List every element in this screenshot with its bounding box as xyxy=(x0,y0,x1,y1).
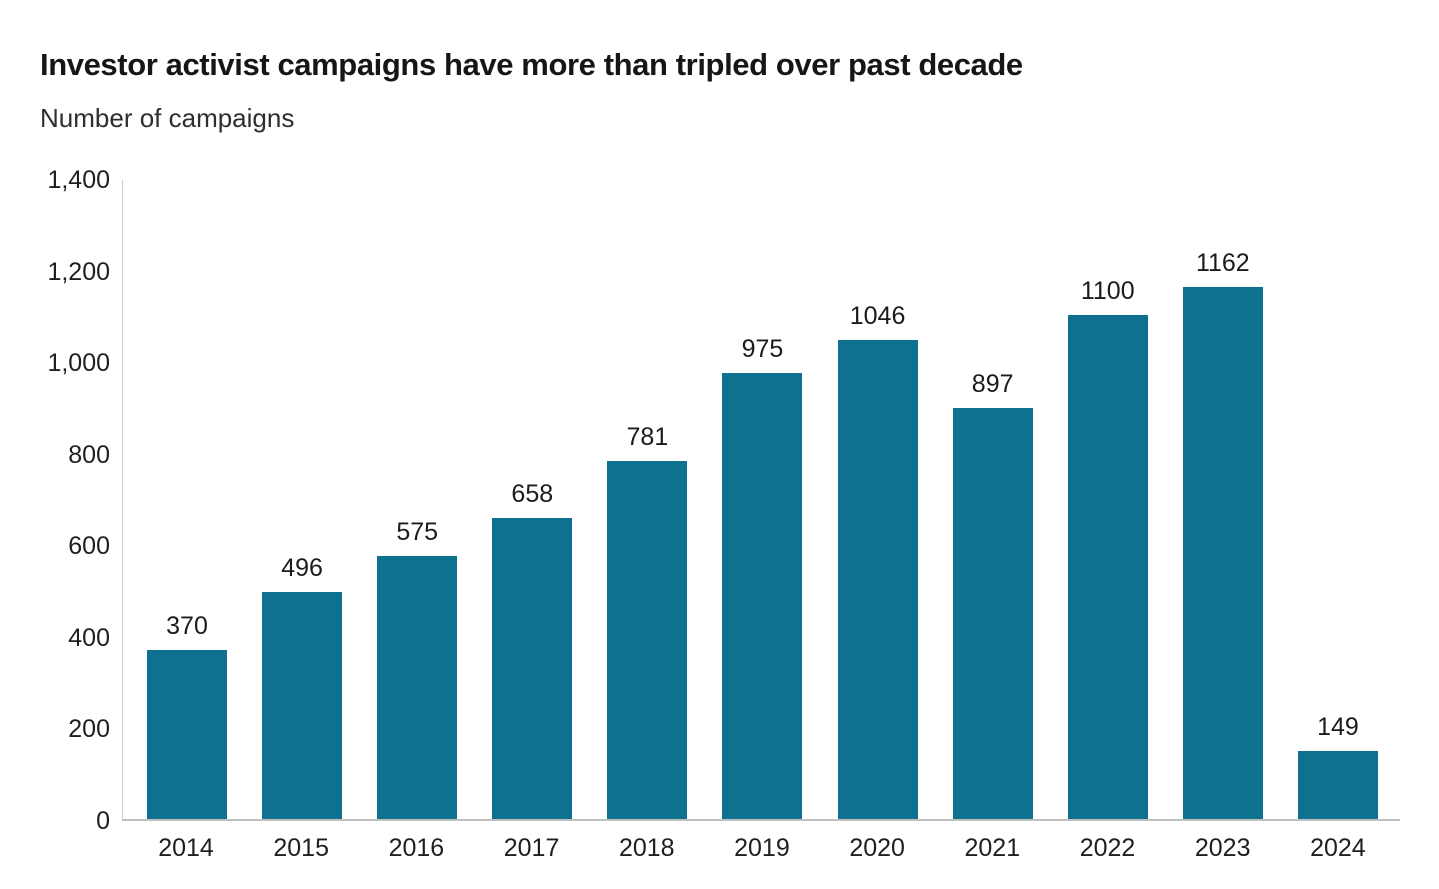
bar-value-label: 149 xyxy=(1317,712,1359,741)
bar-2017 xyxy=(492,517,573,819)
x-axis-tick-label: 2020 xyxy=(849,834,905,862)
plot-area: 370 496 575 658 781 975 1046 897 1100 1162 149 xyxy=(122,180,1400,821)
bar-2019 xyxy=(722,372,803,819)
bar-group-2014: 370 xyxy=(147,612,227,819)
y-axis-tick-label: 1,200 xyxy=(47,257,110,286)
bar-group-2022: 1100 xyxy=(1067,277,1148,819)
x-axis-tick-label: 2021 xyxy=(964,834,1021,862)
bar-value-label: 658 xyxy=(511,479,554,508)
y-axis-tick-label: 600 xyxy=(68,532,110,561)
bar-2024 xyxy=(1297,750,1378,819)
bar-value-label: 1100 xyxy=(1080,277,1135,306)
bar-group-2024: 149 xyxy=(1297,712,1378,819)
bar-group-2021: 897 xyxy=(952,370,1033,819)
bar-2022 xyxy=(1067,315,1148,819)
bar-2021 xyxy=(952,408,1033,819)
bar-value-label: 975 xyxy=(741,334,784,363)
bar-value-label: 496 xyxy=(281,553,323,582)
bar-value-label: 897 xyxy=(971,370,1014,399)
chart-title: Investor activist campaigns have more th… xyxy=(40,47,1023,82)
x-axis-tick-label: 2022 xyxy=(1079,834,1136,862)
y-axis-tick-label: 800 xyxy=(68,440,110,469)
x-axis-tick-label: 2014 xyxy=(158,834,214,862)
bar-value-label: 781 xyxy=(626,423,669,452)
bar-2014 xyxy=(147,649,227,819)
y-axis-tick-label: 200 xyxy=(68,715,110,744)
x-axis-tick-label: 2023 xyxy=(1194,834,1251,862)
bar-2016 xyxy=(377,555,458,819)
bar-group-2023: 1162 xyxy=(1182,249,1263,819)
bar-group-2018: 781 xyxy=(607,423,688,819)
x-axis-tick-label: 2019 xyxy=(734,834,790,862)
bar-group-2019: 975 xyxy=(722,334,803,819)
y-axis-tick-label: 0 xyxy=(96,807,110,835)
chart-subtitle: Number of campaigns xyxy=(40,103,295,133)
bar-group-2020: 1046 xyxy=(837,302,918,819)
x-axis-tick-label: 2017 xyxy=(503,834,560,862)
y-axis-tick-label: 1,000 xyxy=(47,349,110,378)
bar-value-label: 575 xyxy=(396,517,439,546)
bar-group-2015: 496 xyxy=(262,553,343,819)
bar-group-2017: 658 xyxy=(492,479,573,819)
x-axis: 2014 2015 2016 2017 2018 2019 2020 2021 2022 2023… xyxy=(122,834,1400,863)
x-axis-tick-label: 2024 xyxy=(1310,834,1366,862)
y-axis-tick-label: 400 xyxy=(68,623,110,652)
bar-2018 xyxy=(607,461,688,819)
x-axis-tick-label: 2015 xyxy=(273,834,329,862)
bar-2015 xyxy=(262,591,343,819)
y-axis-tick-label: 1,400 xyxy=(47,166,110,194)
bar-value-label: 1162 xyxy=(1195,249,1250,277)
bar-group-2016: 575 xyxy=(377,517,458,819)
bar-value-label: 1046 xyxy=(849,302,906,331)
bar-value-label: 370 xyxy=(166,611,208,640)
x-axis-tick-label: 2016 xyxy=(388,834,445,862)
bar-2023 xyxy=(1182,287,1263,819)
bar-2020 xyxy=(837,340,918,819)
x-axis-tick-label: 2018 xyxy=(618,834,675,862)
